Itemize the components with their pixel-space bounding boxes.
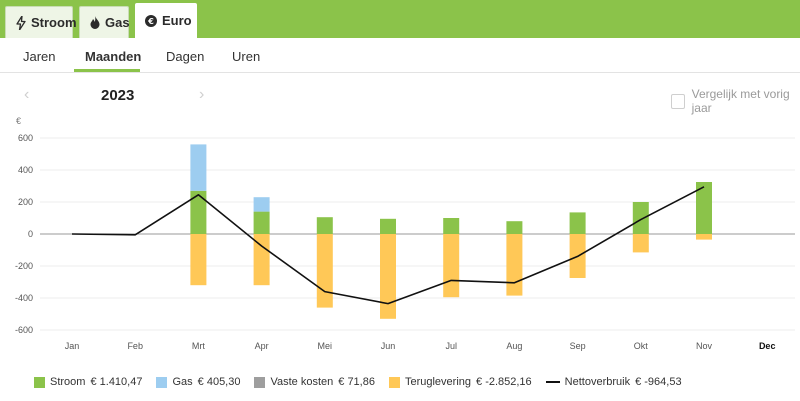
bar-teruglevering [696, 234, 712, 240]
flame-icon [90, 16, 100, 29]
tab-gas-label: Gas [105, 15, 130, 30]
y-tick-label: -400 [15, 293, 33, 303]
bar-stroom [316, 217, 333, 234]
y-tick-label: 600 [18, 133, 33, 143]
x-tick-label: Aug [506, 341, 522, 351]
bar-stroom [506, 221, 523, 234]
tab-stroom[interactable]: Stroom [5, 6, 77, 38]
bar-stroom [190, 190, 207, 234]
x-tick-label: Feb [127, 341, 143, 351]
x-tick-label: Jul [445, 341, 457, 351]
bar-stroom [443, 218, 460, 234]
legend-value-nettoverbruik: € -964,53 [635, 376, 682, 388]
compare-label: Vergelijk met vorig jaar [691, 87, 790, 115]
x-tick-label: Jan [65, 341, 80, 351]
tab-gas[interactable]: Gas [79, 6, 130, 38]
bar-teruglevering [253, 234, 270, 286]
legend-swatch-nettoverbruik [545, 381, 560, 383]
bar-stroom [569, 212, 586, 234]
bar-teruglevering [190, 234, 207, 286]
y-tick-label: 200 [18, 197, 33, 207]
legend-item-stroom[interactable]: Stroom € 1.410,47 [34, 376, 142, 388]
bar-teruglevering [632, 234, 649, 253]
legend-value-stroom: € 1.410,47 [90, 376, 143, 388]
bar-teruglevering [506, 234, 523, 296]
tab-maanden[interactable]: Maanden [85, 49, 142, 64]
x-tick-label: Dec [759, 341, 776, 351]
y-axis-unit-label: € [16, 116, 21, 126]
tab-dagen[interactable]: Dagen [166, 49, 205, 64]
bar-teruglevering [316, 234, 333, 308]
x-tick-label: Mrt [192, 341, 205, 351]
legend-value-teruglevering: € -2.852,16 [476, 376, 532, 388]
y-tick-label: 0 [28, 229, 33, 239]
bar-teruglevering [443, 234, 460, 298]
legend-item-teruglevering[interactable]: Teruglevering € -2.852,16 [388, 376, 532, 388]
y-tick-label: -200 [15, 261, 33, 271]
monthly-cost-chart: € -600 -400 -200 0 200 400 600 Jan Feb Mrt Apr Mei Ju… [15, 116, 795, 351]
bar-gas [190, 144, 207, 191]
legend-label-stroom: Stroom [50, 376, 86, 388]
lightning-icon [16, 15, 26, 30]
legend-label-teruglevering: Teruglevering [404, 376, 472, 388]
legend-label-vaste-kosten: Vaste kosten [270, 376, 334, 388]
compare-checkbox[interactable] [671, 93, 685, 109]
y-tick-label: -600 [15, 325, 33, 335]
chart-legend: Stroom € 1.410,47 Gas € 405,30 Vaste kos… [34, 376, 696, 388]
legend-value-vaste-kosten: € 71,86 [338, 376, 375, 388]
bar-teruglevering [380, 234, 396, 319]
tab-euro-label: Euro [162, 13, 192, 28]
bar-stroom [696, 182, 712, 234]
legend-swatch-gas [156, 376, 168, 388]
tab-euro[interactable]: € Euro [135, 3, 197, 38]
x-tick-label: Sep [570, 341, 586, 351]
legend-swatch-stroom [34, 376, 45, 388]
tab-jaren[interactable]: Jaren [23, 49, 56, 64]
x-tick-label: Mei [318, 341, 333, 351]
compare-previous-year[interactable]: Vergelijk met vorig jaar [671, 87, 800, 115]
bar-stroom [380, 218, 396, 234]
y-tick-label: 400 [18, 165, 33, 175]
year-label: 2023 [101, 87, 135, 104]
active-tab-indicator [74, 69, 140, 72]
bar-stroom [632, 202, 649, 234]
legend-item-gas[interactable]: Gas € 405,30 [156, 376, 240, 388]
chevron-right-icon[interactable]: › [199, 86, 205, 103]
svg-text:€: € [147, 17, 154, 26]
tab-stroom-label: Stroom [31, 15, 77, 30]
legend-item-nettoverbruik[interactable]: Nettoverbruik € -964,53 [545, 376, 682, 388]
legend-label-gas: Gas [172, 376, 193, 388]
bar-gas [253, 197, 270, 212]
period-nav: Jaren Maanden Dagen Uren [0, 38, 800, 73]
legend-item-vaste-kosten[interactable]: Vaste kosten € 71,86 [254, 376, 375, 388]
x-tick-label: Nov [696, 341, 713, 351]
chevron-left-icon[interactable]: ‹ [24, 86, 30, 103]
legend-value-gas: € 405,30 [197, 376, 241, 388]
legend-label-nettoverbruik: Nettoverbruik [564, 376, 631, 388]
legend-swatch-vaste-kosten [254, 376, 266, 388]
x-tick-label: Apr [255, 341, 269, 351]
x-tick-label: Jun [381, 341, 396, 351]
euro-icon: € [145, 14, 157, 27]
tab-uren[interactable]: Uren [232, 49, 261, 64]
x-tick-label: Okt [634, 341, 649, 351]
line-nettoverbruik [71, 186, 705, 305]
top-bar: Stroom Gas € Euro [0, 0, 800, 38]
legend-swatch-teruglevering [388, 376, 400, 388]
bar-stroom [253, 211, 270, 234]
